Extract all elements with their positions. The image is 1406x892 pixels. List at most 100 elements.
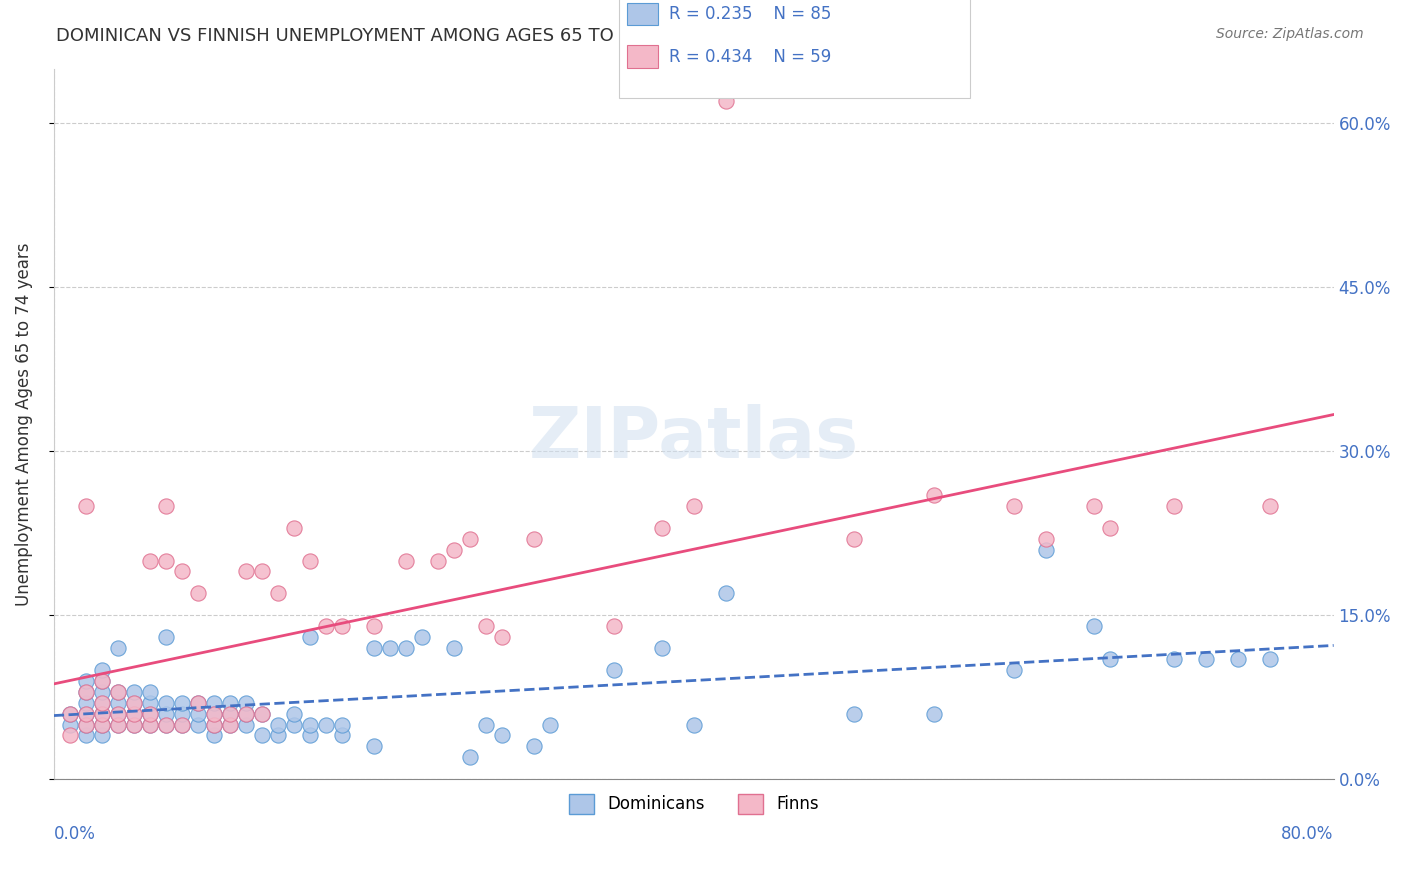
Point	[651, 521, 673, 535]
Point	[682, 499, 704, 513]
Point	[107, 706, 129, 721]
Point	[90, 663, 112, 677]
Point	[202, 729, 225, 743]
Point	[59, 706, 82, 721]
Point	[1226, 652, 1249, 666]
Point	[267, 717, 290, 731]
Point	[139, 684, 162, 698]
Point	[235, 706, 257, 721]
Point	[538, 717, 561, 731]
Point	[202, 706, 225, 721]
Point	[235, 696, 257, 710]
Point	[250, 565, 273, 579]
Point	[315, 717, 337, 731]
Point	[59, 706, 82, 721]
Point	[298, 729, 321, 743]
Point	[474, 717, 496, 731]
Point	[315, 619, 337, 633]
Text: DOMINICAN VS FINNISH UNEMPLOYMENT AMONG AGES 65 TO 74 YEARS CORRELATION CHART: DOMINICAN VS FINNISH UNEMPLOYMENT AMONG …	[56, 27, 907, 45]
Point	[443, 542, 465, 557]
Point	[139, 717, 162, 731]
Point	[75, 717, 97, 731]
Point	[651, 640, 673, 655]
Point	[187, 586, 209, 600]
Point	[139, 717, 162, 731]
Point	[122, 684, 145, 698]
Text: 0.0%: 0.0%	[53, 825, 96, 843]
Point	[90, 717, 112, 731]
Point	[283, 717, 305, 731]
Point	[187, 696, 209, 710]
Point	[75, 673, 97, 688]
Point	[170, 565, 193, 579]
Point	[842, 532, 865, 546]
Point	[90, 696, 112, 710]
Point	[90, 684, 112, 698]
Point	[75, 717, 97, 731]
Point	[202, 696, 225, 710]
Point	[122, 717, 145, 731]
Point	[90, 706, 112, 721]
Point	[1163, 499, 1185, 513]
Point	[155, 499, 177, 513]
Point	[122, 717, 145, 731]
Point	[714, 95, 737, 109]
Point	[250, 706, 273, 721]
Point	[523, 739, 546, 754]
Point	[122, 706, 145, 721]
Point	[682, 717, 704, 731]
Point	[218, 706, 240, 721]
Point	[139, 706, 162, 721]
Point	[139, 553, 162, 567]
Point	[1195, 652, 1218, 666]
Point	[411, 630, 433, 644]
Point	[363, 640, 385, 655]
Point	[474, 619, 496, 633]
Point	[330, 717, 353, 731]
Point	[458, 532, 481, 546]
Point	[283, 521, 305, 535]
Point	[90, 696, 112, 710]
Point	[187, 706, 209, 721]
Point	[75, 706, 97, 721]
Point	[714, 586, 737, 600]
Point	[170, 696, 193, 710]
Point	[395, 640, 418, 655]
Point	[1002, 663, 1025, 677]
Point	[155, 553, 177, 567]
Text: R = 0.434    N = 59: R = 0.434 N = 59	[669, 48, 831, 66]
Point	[1083, 619, 1105, 633]
Point	[75, 684, 97, 698]
Text: 80.0%: 80.0%	[1281, 825, 1334, 843]
Point	[1002, 499, 1025, 513]
Point	[90, 673, 112, 688]
Point	[155, 717, 177, 731]
Point	[1098, 652, 1121, 666]
Point	[218, 717, 240, 731]
Point	[202, 706, 225, 721]
Text: R = 0.235    N = 85: R = 0.235 N = 85	[669, 5, 831, 23]
Point	[1035, 542, 1057, 557]
Point	[283, 706, 305, 721]
Point	[395, 553, 418, 567]
Point	[90, 717, 112, 731]
Point	[1163, 652, 1185, 666]
Point	[75, 499, 97, 513]
Point	[267, 729, 290, 743]
Point	[267, 586, 290, 600]
Legend: Dominicans, Finns: Dominicans, Finns	[562, 787, 825, 821]
Point	[155, 630, 177, 644]
Point	[75, 684, 97, 698]
Point	[107, 706, 129, 721]
Point	[155, 696, 177, 710]
Point	[491, 729, 513, 743]
Point	[90, 706, 112, 721]
Point	[1035, 532, 1057, 546]
Point	[378, 640, 401, 655]
Point	[443, 640, 465, 655]
Point	[59, 717, 82, 731]
Point	[75, 729, 97, 743]
Point	[218, 696, 240, 710]
Point	[122, 696, 145, 710]
Point	[107, 684, 129, 698]
